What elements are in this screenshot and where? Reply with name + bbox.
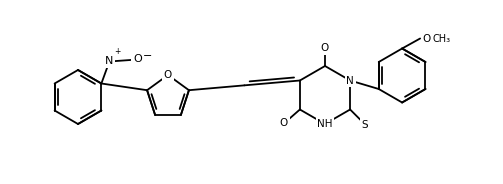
Text: O: O (280, 118, 288, 128)
Text: O: O (321, 43, 329, 53)
Text: O: O (164, 70, 172, 80)
Text: S: S (362, 119, 368, 130)
Text: O: O (133, 54, 142, 65)
Text: −: − (142, 50, 152, 61)
Text: CH₃: CH₃ (432, 33, 450, 43)
Text: +: + (114, 47, 121, 56)
Text: NH: NH (317, 119, 333, 129)
Text: N: N (105, 56, 114, 66)
Text: O: O (422, 33, 431, 43)
Text: N: N (346, 75, 354, 86)
